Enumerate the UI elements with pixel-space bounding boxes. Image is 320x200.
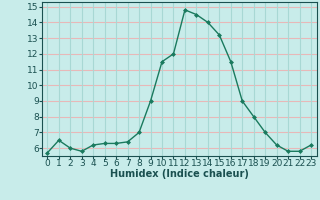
X-axis label: Humidex (Indice chaleur): Humidex (Indice chaleur) bbox=[110, 169, 249, 179]
